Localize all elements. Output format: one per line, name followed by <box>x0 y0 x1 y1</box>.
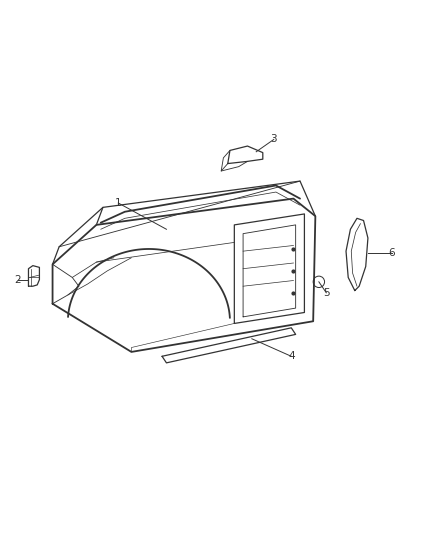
Text: 4: 4 <box>288 351 295 361</box>
Text: 6: 6 <box>389 248 396 259</box>
Text: 3: 3 <box>270 134 277 144</box>
Text: 1: 1 <box>115 198 122 208</box>
Text: 5: 5 <box>323 288 330 298</box>
Text: 2: 2 <box>14 274 21 285</box>
